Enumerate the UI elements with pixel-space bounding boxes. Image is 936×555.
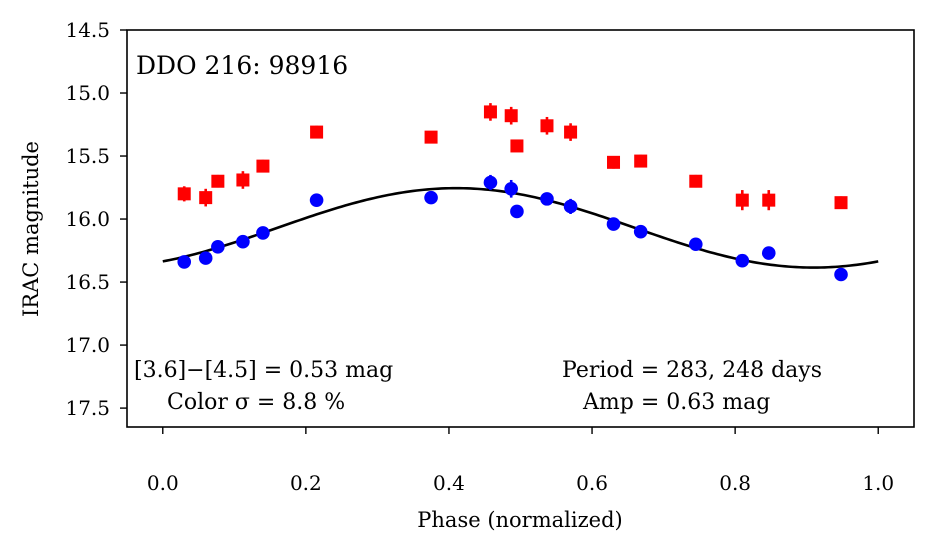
period-annotation: Period = 283, 248 days [562, 358, 822, 383]
x-axis-label: Phase (normalized) [417, 508, 622, 532]
data-point-circle [510, 204, 524, 219]
data-point-square [540, 119, 554, 133]
x-tick-label: 1.0 [862, 471, 894, 495]
data-point-circle [177, 255, 192, 269]
data-point-circle [256, 226, 270, 240]
y-tick-label: 17.5 [65, 396, 110, 420]
data-point-circle [424, 190, 438, 205]
data-point-square [504, 109, 518, 123]
data-point-circle [606, 217, 621, 231]
data-point-square [510, 139, 524, 153]
data-point-circle [504, 182, 518, 196]
data-point-square [256, 159, 270, 173]
data-point-square [634, 154, 648, 168]
data-point-circle [633, 224, 648, 239]
data-point-square [762, 193, 776, 207]
y-tick-label: 14.5 [65, 18, 110, 42]
data-point-circle [735, 253, 750, 268]
data-point-circle [483, 175, 498, 190]
y-tick-label: 15.5 [65, 144, 110, 168]
chart-marks [162, 103, 879, 282]
x-tick-label: 0.2 [290, 471, 322, 495]
fit-curve [162, 186, 879, 269]
data-point-circle [211, 239, 225, 254]
plot-frame [126, 29, 915, 428]
color-sigma-annotation: Color σ = 8.8 % [167, 390, 345, 415]
data-point-square [564, 125, 578, 139]
x-tick-label: 0.8 [719, 471, 751, 495]
x-tick-label: 0.6 [576, 471, 608, 495]
chart-title: DDO 216: 98916 [136, 51, 348, 80]
data-point-square [483, 105, 497, 119]
amplitude-annotation: Amp = 0.63 mag [582, 390, 770, 415]
data-point-circle [563, 199, 578, 214]
y-tick-label: 16.5 [65, 270, 110, 294]
data-point-square [834, 196, 848, 210]
chart-axes: 0.0 0.2 0.4 0.6 0.8 1.0 14.5 15.0 15.5 16.0 16.5 17… [65, 18, 894, 495]
data-point-circle [236, 234, 250, 249]
data-point-circle [761, 246, 776, 260]
data-point-square [735, 193, 749, 207]
data-point-circle [688, 237, 703, 252]
data-point-square [211, 174, 225, 188]
data-point-square [236, 173, 250, 187]
data-point-square [607, 155, 621, 169]
series-blue-circles [177, 174, 848, 282]
color-difference-annotation: [3.6]−[4.5] = 0.53 mag [134, 358, 393, 383]
x-tick-label: 0.4 [433, 471, 465, 495]
series-red-squares [177, 103, 848, 211]
data-point-circle [309, 193, 324, 207]
y-axis-label: IRAC magnitude [19, 141, 43, 317]
data-point-circle [540, 192, 554, 206]
data-point-square [177, 187, 191, 201]
data-point-square [199, 191, 213, 205]
y-tick-label: 17.0 [65, 333, 110, 357]
data-point-circle [834, 267, 848, 282]
data-point-circle [198, 251, 213, 265]
y-tick-label: 15.0 [65, 81, 110, 105]
y-tick-label: 16.0 [65, 207, 110, 231]
x-tick-label: 0.0 [147, 471, 179, 495]
data-point-square [310, 125, 324, 139]
data-point-square [689, 174, 703, 188]
data-point-square [424, 130, 438, 144]
